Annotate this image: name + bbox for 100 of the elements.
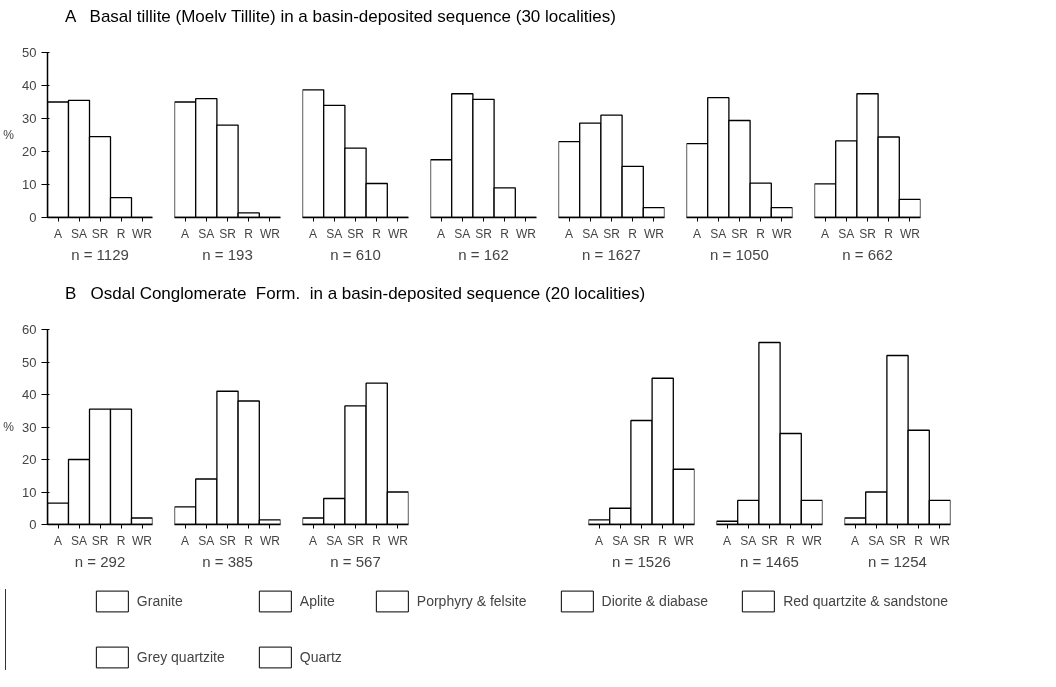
y-tick-label: 0 [29, 517, 37, 532]
y-tick-label: 50 [22, 45, 37, 60]
x-tick-label: WR [132, 533, 153, 548]
x-tick-label: R [500, 226, 510, 241]
y-tick-label: 40 [22, 78, 37, 93]
x-tick-label: SR [347, 533, 365, 548]
text: B Osdal Conglomerate Form. in a basin-deposited sequence (20 localities) [65, 283, 646, 305]
x-tick-label: R [244, 533, 254, 548]
x-tick-label: SA [198, 533, 215, 548]
x-tick-label: WR [515, 226, 537, 241]
x-tick-label: R [914, 533, 924, 548]
x-tick-label: SR [347, 226, 365, 241]
x-tick-label: R [658, 533, 668, 548]
x-tick-label: A [309, 533, 318, 548]
x-tick-label: A [181, 533, 190, 548]
text: n = 567 [330, 552, 381, 570]
x-tick-label: A [723, 533, 732, 548]
x-tick-label: SR [219, 226, 237, 241]
legend-label: Quartz [299, 649, 342, 665]
x-tick-label: SA [582, 226, 599, 241]
x-tick-label: SR [889, 533, 907, 548]
x-tick-label: SA [326, 533, 343, 548]
x-tick-label: WR [801, 533, 823, 548]
x-tick-label: A [181, 226, 190, 241]
y-tick-label: 20 [22, 144, 37, 159]
x-tick-label: R [244, 226, 254, 241]
x-tick-label: A [821, 226, 830, 241]
x-tick-label: WR [259, 533, 281, 548]
x-tick-label: A [309, 226, 318, 241]
y-tick-label: 40 [22, 387, 37, 402]
x-tick-label: WR [673, 533, 695, 548]
x-tick-label: R [372, 533, 382, 548]
x-tick-label: R [884, 226, 894, 241]
y-tick-label: 50 [22, 354, 37, 370]
x-tick-label: SR [219, 533, 237, 548]
x-tick-label: WR [387, 533, 409, 548]
x-tick-label: R [372, 226, 382, 241]
y-axis-title: % [3, 128, 15, 142]
x-tick-label: A [54, 533, 63, 548]
y-tick-label: 10 [22, 484, 37, 500]
y-tick-label: 30 [22, 111, 37, 126]
x-tick-label: SA [612, 533, 629, 548]
text: n = 610 [330, 245, 381, 263]
x-tick-label: WR [929, 533, 951, 548]
text: n = 385 [202, 552, 253, 570]
x-tick-label: WR [643, 226, 665, 241]
text: n = 1050 [710, 245, 769, 263]
text: n = 1129 [71, 245, 129, 263]
x-tick-label: A [54, 226, 63, 241]
legend-label: Diorite & diabase [601, 593, 709, 609]
text: Red quartzite & sandstone [783, 593, 949, 609]
legend-label: Granite [136, 593, 183, 609]
text: n = 1254 [868, 552, 927, 570]
x-tick-label: SR [731, 226, 749, 241]
x-tick-label: SR [475, 226, 493, 241]
x-tick-label: SA [868, 533, 885, 548]
text: n = 1526 [612, 552, 671, 570]
text: Grey quartzite [136, 649, 225, 665]
text: n = 1627 [582, 245, 641, 263]
text: n = 1465 [740, 552, 799, 570]
x-tick-label: SR [91, 533, 109, 548]
x-tick-label: WR [259, 226, 281, 241]
x-tick-label: SA [454, 226, 471, 241]
x-tick-label: SR [91, 226, 109, 241]
x-tick-label: A [595, 533, 604, 548]
x-tick-label: SA [71, 226, 88, 241]
x-tick-label: SA [838, 226, 855, 241]
x-tick-label: SA [740, 533, 757, 548]
x-tick-label: SR [859, 226, 877, 241]
x-tick-label: WR [771, 226, 793, 241]
y-tick-label: 60 [22, 322, 37, 337]
text: n = 662 [842, 245, 893, 263]
x-tick-label: SA [71, 533, 88, 548]
text: n = 162 [458, 245, 509, 263]
x-tick-label: A [851, 533, 860, 548]
text: Aplite [299, 593, 335, 609]
text: Porphyry & felsite [416, 593, 527, 609]
x-tick-label: R [116, 226, 126, 241]
x-tick-label: A [693, 226, 702, 241]
x-tick-label: WR [899, 226, 921, 241]
text: A Basal tillite (Moelv Tillite) in a basin-deposited sequence (30 localities) [65, 6, 616, 28]
text: n = 193 [202, 245, 253, 263]
y-tick-label: 30 [22, 419, 37, 435]
y-axis-title: % [3, 420, 15, 434]
x-tick-label: SR [633, 533, 651, 548]
x-tick-label: WR [132, 226, 153, 241]
y-tick-label: 20 [22, 452, 37, 467]
x-tick-label: SR [761, 533, 779, 548]
x-tick-label: A [437, 226, 446, 241]
x-tick-label: A [565, 226, 574, 241]
x-tick-label: R [786, 533, 796, 548]
x-tick-label: WR [387, 226, 409, 241]
x-tick-label: R [756, 226, 766, 241]
x-tick-label: R [628, 226, 638, 241]
x-tick-label: SA [198, 226, 215, 241]
x-tick-label: SR [603, 226, 621, 241]
x-tick-label: SA [710, 226, 727, 241]
y-tick-label: 0 [29, 210, 37, 225]
text: n = 292 [74, 552, 126, 570]
x-tick-label: R [116, 533, 126, 548]
